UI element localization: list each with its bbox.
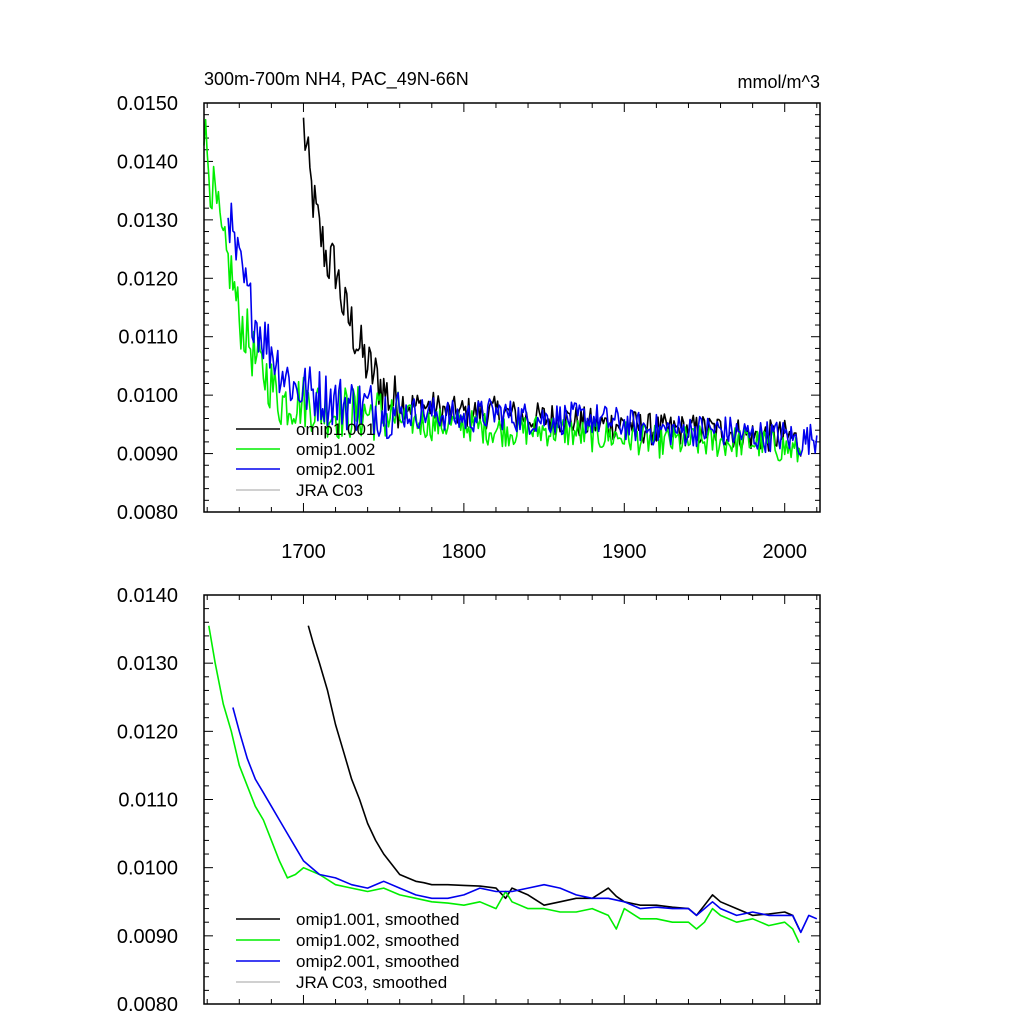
top-y-tick-label: 0.0140: [117, 151, 178, 173]
top-tick-marks: [204, 102, 820, 513]
top-x-tick-label: 1700: [281, 541, 326, 563]
top-series-omip1-001: [302, 117, 802, 457]
top-panel: 300m-700m NH4, PAC_49N-66N mmol/m^3 1700…: [117, 69, 821, 563]
top-x-tick-label: 1900: [602, 541, 647, 563]
legend-label-omip1-001-smoothed: omip1.001, smoothed: [296, 910, 460, 929]
top-series-group: [203, 117, 818, 463]
top-series-omip1-002: [203, 118, 802, 463]
bottom-plot-frame: [203, 594, 821, 1005]
top-x-tick-label: 2000: [762, 541, 807, 563]
top-y-tick-label: 0.0130: [117, 210, 178, 232]
legend-label-jra-c03: JRA C03: [296, 481, 363, 500]
bottom-y-tick-label: 0.0090: [117, 926, 178, 948]
bottom-y-tick-label: 0.0110: [118, 790, 178, 812]
legend-label-omip1-002-smoothed: omip1.002, smoothed: [296, 931, 460, 950]
bottom-series-omip2-001-smoothed: [232, 707, 818, 934]
bottom-y-tick-label: 0.0100: [117, 858, 178, 880]
top-y-tick-label: 0.0090: [117, 444, 178, 466]
top-y-tick-label: 0.0110: [118, 327, 178, 349]
legend-label-omip1-002: omip1.002: [296, 440, 375, 459]
top-y-tick-label: 0.0080: [117, 502, 178, 524]
top-legend: omip1.001 omip1.002 omip2.001 JRA C03: [236, 420, 375, 500]
top-x-tick-labels: 1700 1800 1900 2000: [281, 541, 807, 563]
legend-label-omip2-001-smoothed: omip2.001, smoothed: [296, 952, 460, 971]
bottom-y-tick-label: 0.0130: [117, 653, 178, 675]
bottom-legend: omip1.001, smoothed omip1.002, smoothed …: [236, 910, 460, 992]
bottom-panel: 0.0080 0.0090 0.0100 0.0110 0.0120 0.0130 0.01…: [117, 585, 821, 1016]
bottom-y-tick-labels: 0.0080 0.0090 0.0100 0.0110 0.0120 0.0130 0.01…: [117, 585, 178, 1016]
bottom-tick-marks: [204, 594, 820, 1005]
bottom-y-tick-label: 0.0080: [117, 994, 178, 1016]
legend-label-omip1-001: omip1.001: [296, 420, 375, 439]
top-y-tick-label: 0.0120: [117, 268, 178, 290]
top-x-tick-label: 1800: [442, 541, 487, 563]
top-series-omip2-001: [227, 202, 818, 456]
top-y-tick-label: 0.0100: [117, 385, 178, 407]
top-chart-units: mmol/m^3: [738, 72, 820, 92]
top-y-tick-label: 0.0150: [117, 93, 178, 115]
top-y-tick-labels: 0.0080 0.0090 0.0100 0.0110 0.0120 0.0130 0.01…: [117, 93, 178, 524]
bottom-y-tick-label: 0.0140: [117, 585, 178, 607]
top-chart-title: 300m-700m NH4, PAC_49N-66N: [204, 69, 469, 90]
bottom-y-tick-label: 0.0120: [117, 721, 178, 743]
legend-label-omip2-001: omip2.001: [296, 460, 375, 479]
legend-label-jra-c03-smoothed: JRA C03, smoothed: [296, 973, 447, 992]
bottom-series-omip1-002-smoothed: [208, 625, 800, 943]
bottom-series-group: [208, 625, 818, 943]
top-plot-frame: [203, 102, 821, 513]
bottom-series-omip1-001-smoothed: [307, 625, 800, 930]
